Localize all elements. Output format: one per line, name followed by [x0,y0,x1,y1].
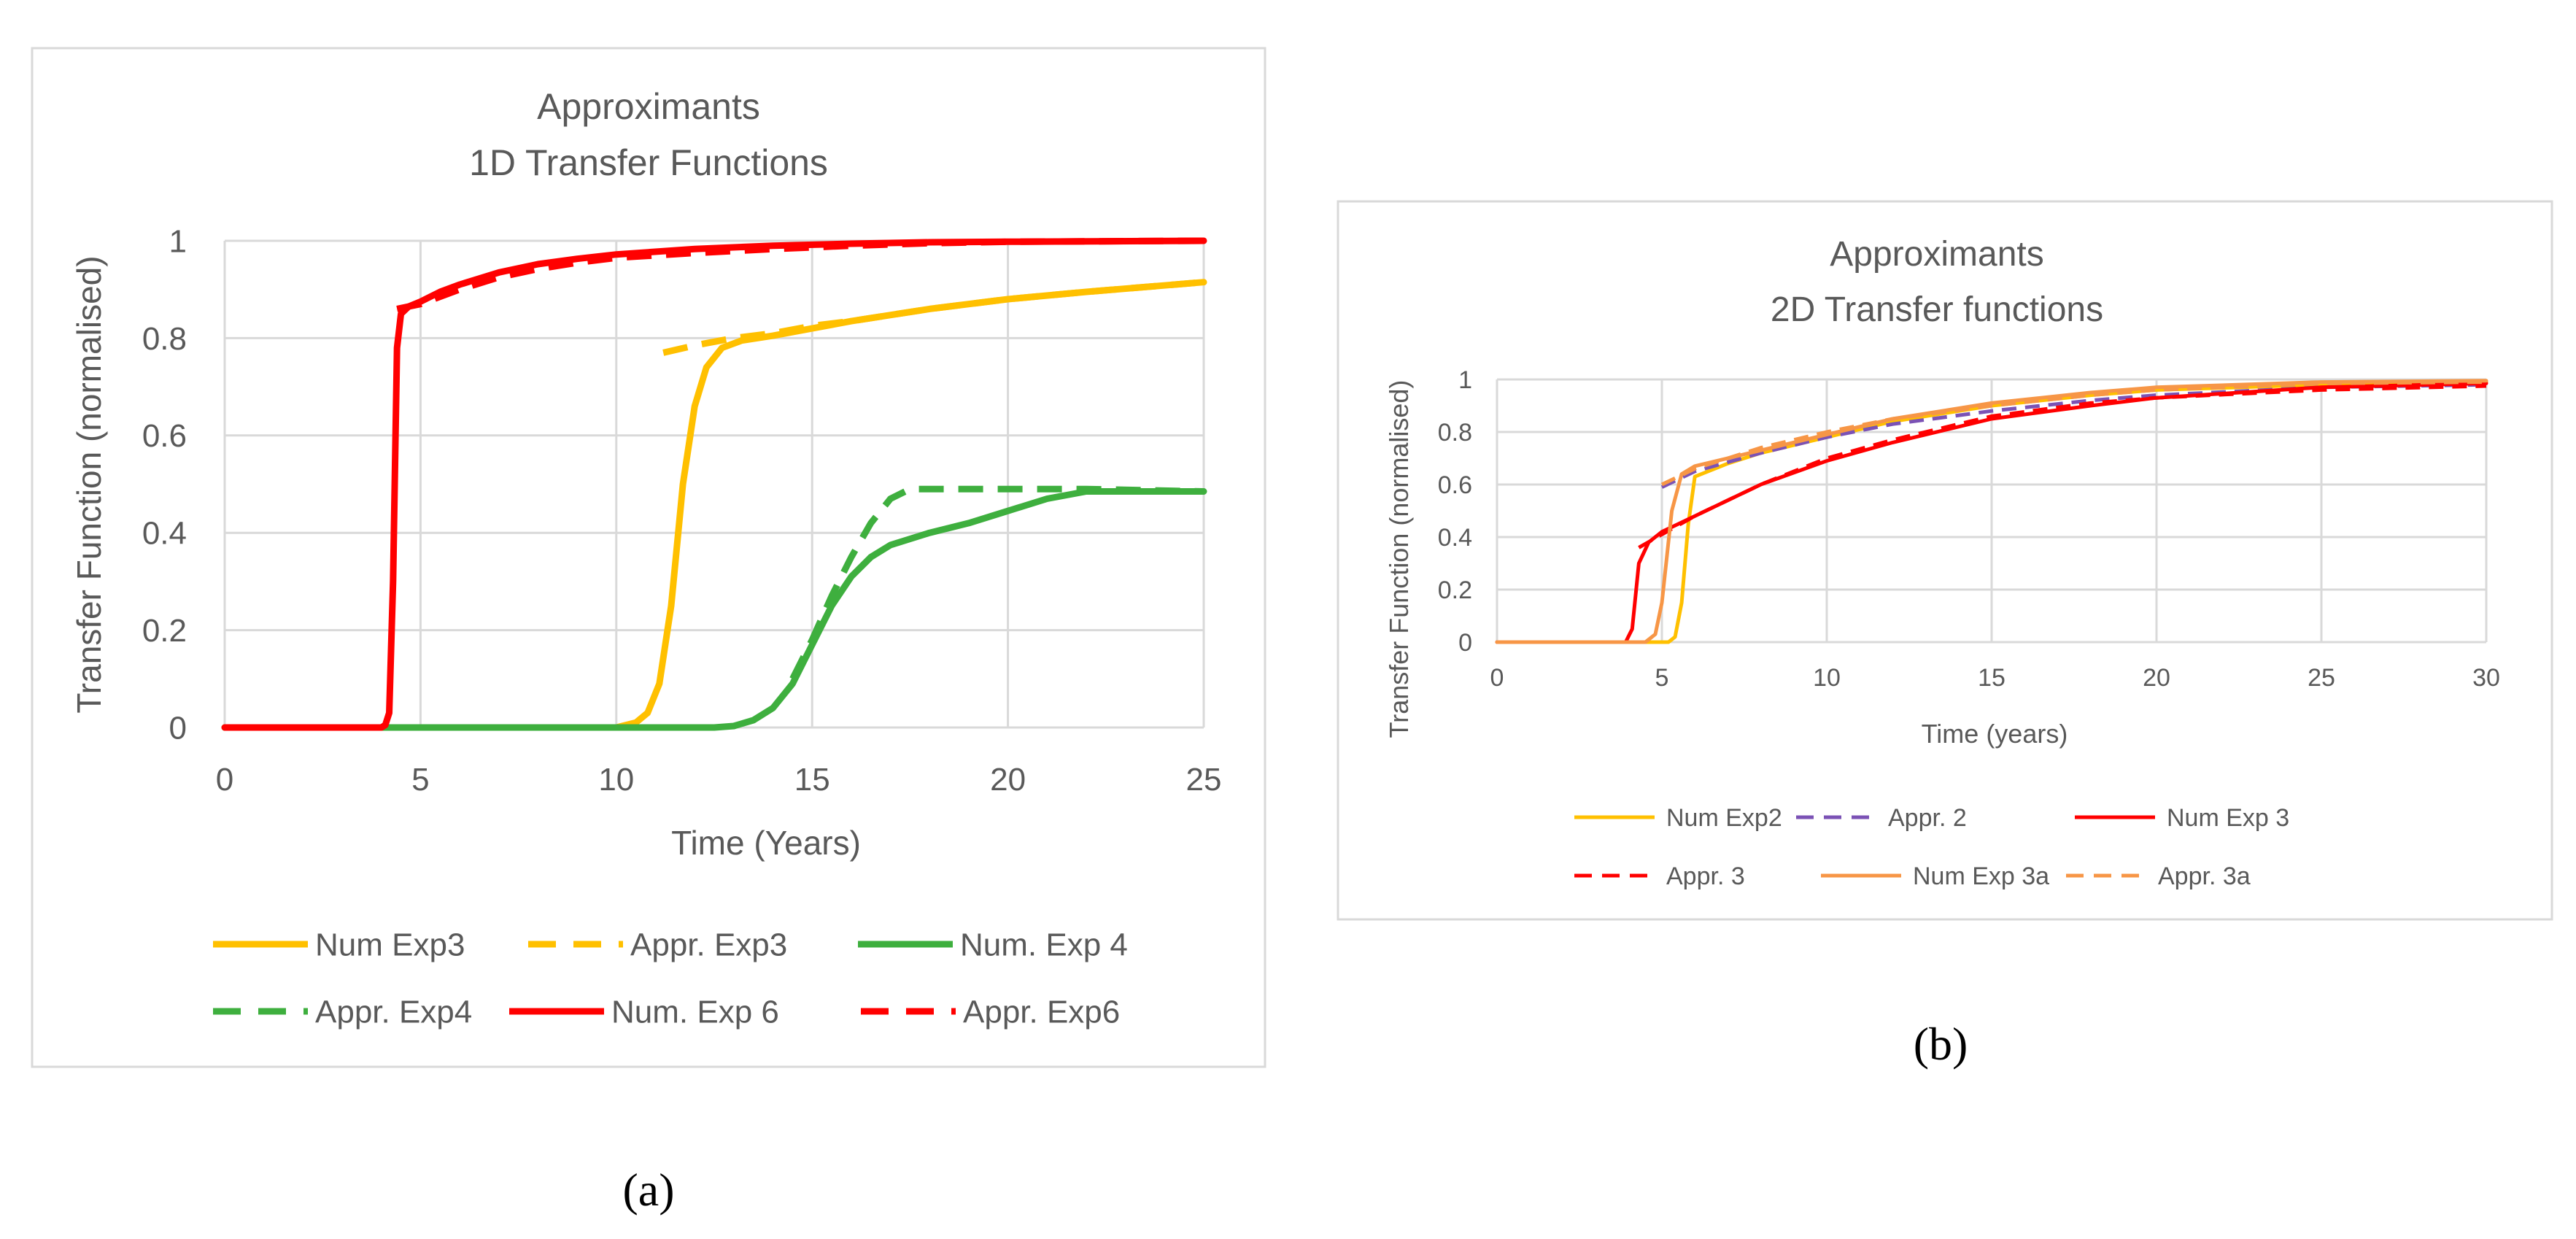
caption-b: (b) [1914,1018,1968,1070]
chart-b-legend-label-num-exp-3: Num Exp 3 [2167,804,2289,832]
chart-b-x-tick: 30 [2472,664,2500,692]
chart-a-x-tick: 10 [598,762,634,798]
chart-b-frame [1337,200,2553,921]
chart-a-x-tick: 25 [1186,762,1222,798]
chart-b-x-tick: 20 [2143,664,2170,692]
chart-b-y-tick: 0.4 [1438,524,1472,552]
chart-a-y-tick: 1 [169,223,187,259]
chart-a-subtitle: 1D Transfer Functions [469,142,828,183]
chart-b-series-appr-3a [1660,380,2487,487]
chart-b-x-axis-label: Time (years) [1922,719,2068,749]
chart-a-legend-label-num-exp3: Num Exp3 [315,927,465,962]
chart-a-series-appr-exp3 [662,279,1204,356]
chart-a-legend-label-num-exp-4: Num. Exp 4 [960,927,1128,962]
chart-a-y-tick: 0.6 [142,418,187,454]
chart-a-x-tick: 0 [216,762,233,798]
chart-a-series-appr-exp4 [789,485,1204,681]
chart-b-legend-label-num-exp2: Num Exp2 [1666,804,1782,832]
chart-b-tick-labels: 0 5 10 15 20 25 30 0 0.2 0.4 0.6 0.8 1 [1438,366,2500,692]
caption-a: (a) [622,1164,674,1216]
chart-a-y-tick: 0.4 [142,516,187,552]
chart-a-legend-label-num-exp-6: Num. Exp 6 [611,994,779,1030]
chart-b-series-appr-3 [1638,384,2487,549]
chart-b-y-tick: 1 [1458,366,1472,394]
chart-b-x-tick: 10 [1813,664,1841,692]
chart-a-title: Approximants [537,86,760,127]
chart-a-legend-label-appr-exp4: Appr. Exp4 [315,994,472,1030]
chart-b-legend-label-num-exp-3a: Num Exp 3a [1913,862,2049,890]
chart-b-y-tick: 0.6 [1438,471,1472,499]
chart-b-y-tick: 0 [1458,629,1472,657]
chart-a-tick-labels: 0 5 10 15 20 25 0 0.2 0.4 0.6 0.8 1 [142,223,1222,798]
chart-b-y-axis-label: Transfer Function (normalised) [1384,380,1414,738]
chart-a-y-tick: 0.8 [142,321,187,357]
chart-b-legend-label-appr-3a: Appr. 3a [2158,862,2251,890]
chart-b-x-tick: 5 [1655,664,1669,692]
chart-a-x-tick: 5 [411,762,429,798]
chart-b-x-tick: 0 [1490,664,1504,692]
chart-b-y-tick: 0.8 [1438,419,1472,447]
chart-b-series-num-exp-3a [1495,379,2488,644]
chart-b-series [1495,379,2488,644]
chart-a-x-tick: 15 [794,762,830,798]
chart-b-subtitle: 2D Transfer functions [1771,290,2103,329]
chart-b-title: Approximants [1830,235,2043,274]
chart-b-legend-label-appr-2: Appr. 2 [1888,804,1967,832]
chart-a-x-axis-label: Time (Years) [671,824,861,862]
chart-b-x-tick: 15 [1978,664,2006,692]
chart-a-y-axis-label: Transfer Function (normalised) [70,255,108,713]
chart-a-series-num-exp-4 [221,488,1207,731]
chart-a-y-tick: 0 [169,710,187,746]
chart-a-legend: Num Exp3 Appr. Exp3 Num. Exp 4 Appr. Exp4 Nu… [213,927,1128,1030]
chart-a-x-tick: 20 [990,762,1026,798]
chart-a-y-tick: 0.2 [142,613,187,649]
chart-a-series [221,237,1207,731]
chart-a-frame [31,47,1266,1068]
chart-b-legend-label-appr-3: Appr. 3 [1666,862,1745,890]
chart-a-legend-label-appr-exp6: Appr. Exp6 [963,994,1120,1030]
chart-a-legend-label-appr-exp3: Appr. Exp3 [630,927,787,962]
chart-b-x-tick: 25 [2308,664,2335,692]
chart-b-y-tick: 0.2 [1438,576,1472,604]
chart-b-legend: Num Exp2 Appr. 2 Num Exp 3 Appr. 3 Num Exp 3… [1574,804,2289,890]
